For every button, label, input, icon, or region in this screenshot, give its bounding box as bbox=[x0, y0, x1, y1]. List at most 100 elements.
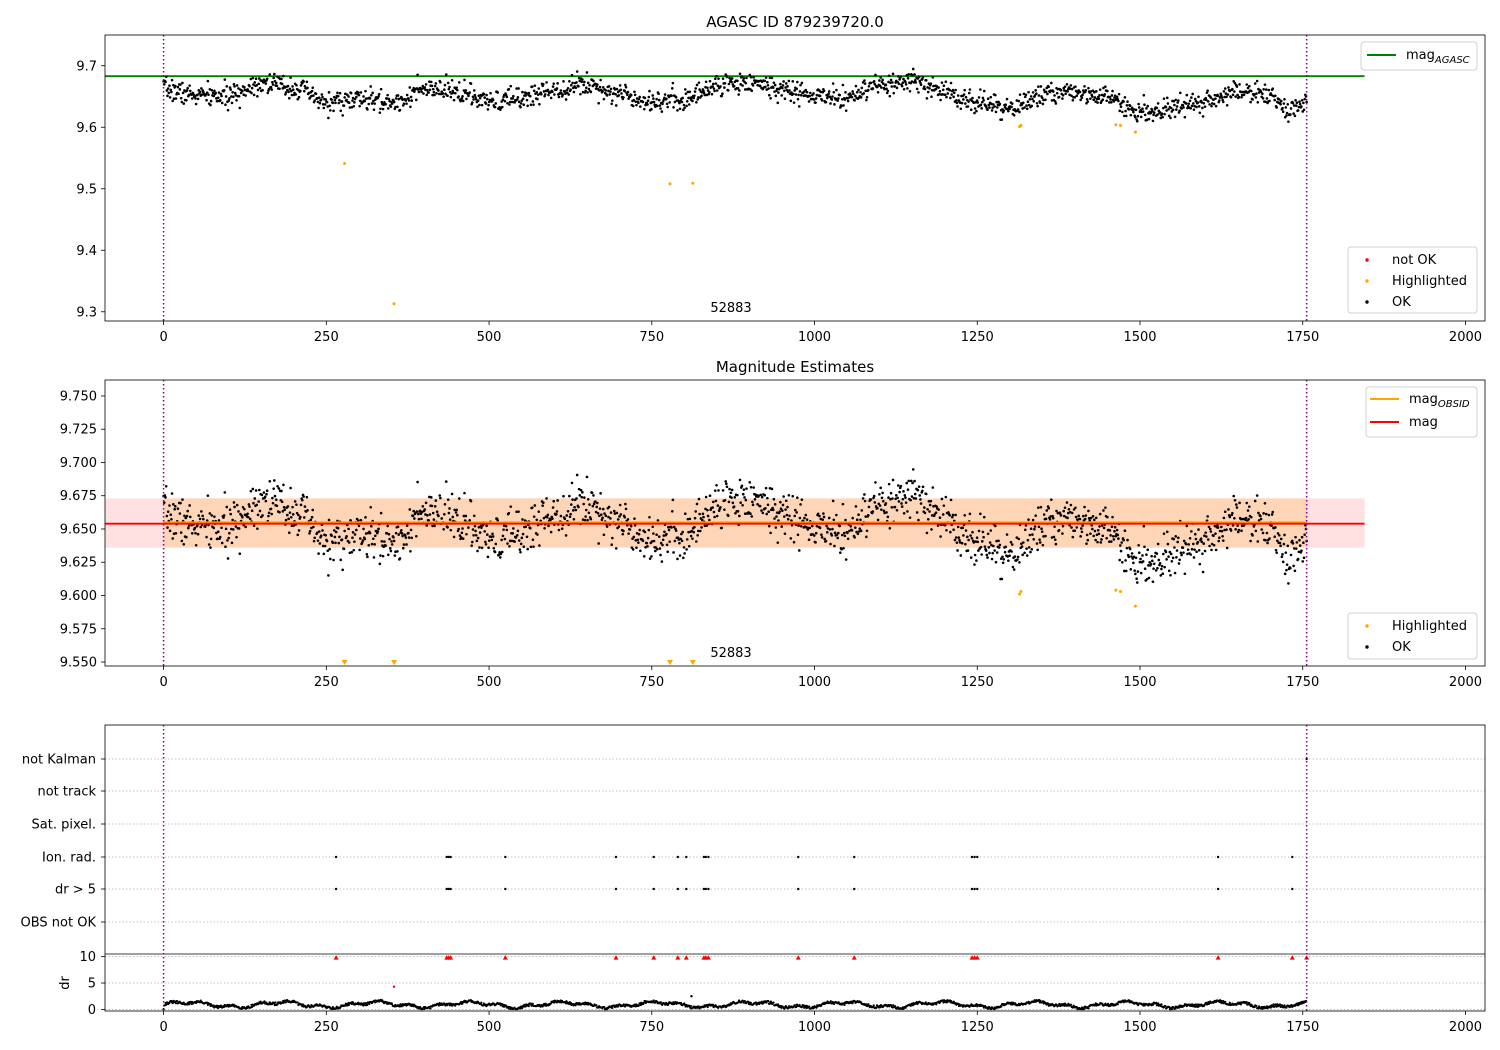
ok-point bbox=[838, 93, 841, 97]
ok-point bbox=[1197, 528, 1200, 531]
ok-point bbox=[520, 536, 524, 540]
ok-point bbox=[1251, 534, 1254, 537]
ok-point bbox=[710, 92, 714, 96]
ok-point bbox=[1064, 92, 1067, 96]
ok-point bbox=[678, 107, 682, 111]
ok-point bbox=[804, 88, 808, 92]
ok-point bbox=[736, 493, 739, 497]
ok-point bbox=[885, 87, 888, 91]
ok-point bbox=[231, 518, 234, 522]
ok-point bbox=[271, 80, 274, 84]
legend-points: Highlighted OK bbox=[1347, 612, 1478, 660]
ok-point bbox=[1205, 535, 1208, 538]
ok-point bbox=[915, 87, 919, 91]
ok-point bbox=[474, 533, 478, 537]
ok-point bbox=[1235, 506, 1239, 509]
ok-point bbox=[530, 85, 534, 88]
ok-point bbox=[365, 553, 369, 556]
ok-point bbox=[1267, 88, 1271, 92]
ok-point bbox=[566, 509, 570, 513]
ok-point bbox=[969, 534, 972, 537]
ok-point bbox=[182, 543, 186, 546]
ok-point bbox=[579, 92, 582, 96]
ok-point bbox=[1214, 548, 1218, 552]
ok-point bbox=[334, 541, 337, 545]
ok-point bbox=[1076, 518, 1079, 521]
ok-point bbox=[404, 99, 408, 102]
ok-point bbox=[1278, 541, 1282, 545]
ok-point bbox=[932, 505, 935, 508]
ok-point bbox=[463, 91, 467, 94]
ok-point bbox=[435, 91, 438, 95]
ok-point bbox=[1123, 96, 1127, 99]
ok-point bbox=[1189, 553, 1193, 556]
ok-point bbox=[1156, 542, 1160, 546]
ok-point bbox=[1270, 513, 1274, 516]
ok-point bbox=[954, 88, 957, 92]
ok-point bbox=[446, 526, 449, 529]
ok-point bbox=[1291, 542, 1295, 545]
ok-point bbox=[164, 484, 168, 488]
ok-point bbox=[706, 89, 710, 92]
ok-point bbox=[1138, 560, 1142, 564]
ok-point bbox=[904, 83, 908, 86]
ok-point bbox=[1036, 548, 1039, 552]
dr-point bbox=[776, 1003, 780, 1006]
ok-point bbox=[1147, 576, 1151, 580]
ok-point bbox=[536, 533, 539, 536]
ok-point bbox=[429, 496, 433, 499]
ok-point bbox=[1030, 547, 1034, 551]
ok-point bbox=[1040, 96, 1044, 100]
ok-point bbox=[549, 530, 553, 534]
ok-point bbox=[209, 103, 212, 107]
ok-point bbox=[358, 104, 361, 108]
ok-point bbox=[332, 529, 336, 532]
ok-point bbox=[1248, 84, 1251, 88]
ok-point bbox=[837, 531, 840, 535]
ok-point bbox=[398, 557, 402, 560]
ok-point bbox=[271, 496, 274, 500]
ok-point bbox=[524, 94, 528, 97]
ok-point bbox=[1109, 101, 1113, 104]
ok-point bbox=[832, 518, 836, 522]
ok-point bbox=[857, 88, 860, 92]
ok-point bbox=[846, 531, 849, 535]
ok-point bbox=[1145, 118, 1149, 121]
ok-point bbox=[958, 541, 962, 544]
ok-point bbox=[414, 98, 418, 102]
ok-point bbox=[838, 524, 841, 528]
ok-point bbox=[248, 517, 252, 521]
ok-point bbox=[1171, 108, 1175, 112]
ok-point bbox=[1068, 87, 1072, 91]
ok-point bbox=[1283, 572, 1287, 576]
ok-point bbox=[1201, 106, 1204, 110]
ok-point bbox=[518, 548, 522, 551]
ok-point bbox=[730, 80, 733, 84]
ok-point bbox=[367, 543, 371, 547]
ok-point bbox=[708, 494, 712, 498]
ok-point bbox=[951, 88, 955, 92]
ok-point bbox=[1005, 97, 1009, 101]
ok-point bbox=[599, 513, 603, 516]
ok-point bbox=[1145, 553, 1148, 556]
ok-point bbox=[1289, 107, 1293, 110]
ok-point bbox=[260, 493, 264, 497]
ok-point bbox=[581, 90, 585, 94]
ok-point bbox=[842, 546, 845, 550]
flag-point bbox=[976, 887, 979, 891]
ok-point bbox=[377, 527, 380, 531]
ok-point bbox=[944, 495, 948, 499]
ok-point bbox=[471, 540, 474, 544]
ok-point bbox=[902, 490, 905, 493]
ok-point bbox=[958, 101, 962, 105]
ok-point bbox=[294, 93, 298, 96]
ok-point bbox=[480, 546, 484, 550]
ok-point bbox=[208, 512, 212, 515]
ok-point bbox=[615, 511, 619, 515]
ok-point bbox=[571, 509, 575, 512]
ok-point bbox=[768, 524, 771, 528]
dr-point bbox=[767, 1000, 770, 1003]
ok-point bbox=[372, 108, 376, 111]
ok-point bbox=[1294, 104, 1298, 107]
ok-point bbox=[727, 82, 731, 86]
